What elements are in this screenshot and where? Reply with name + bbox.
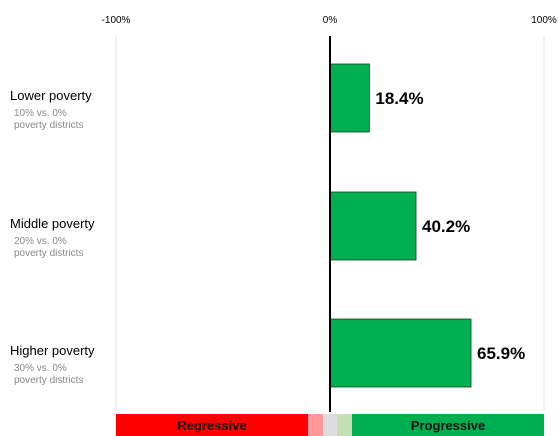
x-tick-label: 0% bbox=[323, 15, 338, 26]
scale-label-regressive: Regressive bbox=[177, 418, 246, 433]
x-tick-label: -100% bbox=[102, 15, 131, 26]
progressivity-scale: Regressive Progressive bbox=[116, 414, 544, 436]
bar-value-label: 18.4% bbox=[375, 89, 423, 108]
category-sublabel: poverty districts bbox=[14, 375, 83, 386]
scale-segment bbox=[323, 414, 337, 436]
category-label: Lower poverty bbox=[10, 88, 92, 103]
category-label: Middle poverty bbox=[10, 216, 95, 231]
scale-label-progressive: Progressive bbox=[411, 418, 485, 433]
category-sublabel: 20% vs. 0% bbox=[14, 236, 67, 247]
x-tick-label: 100% bbox=[531, 15, 557, 26]
bars: 18.4% 40.2% 65.9% bbox=[329, 63, 525, 388]
bar bbox=[329, 318, 472, 388]
category-sublabel: 10% vs. 0% bbox=[14, 108, 67, 119]
scale-segment bbox=[116, 414, 308, 436]
gridlines bbox=[115, 36, 545, 412]
scale-segment bbox=[337, 414, 352, 436]
bar bbox=[329, 191, 417, 261]
category-sublabel: poverty districts bbox=[14, 248, 83, 259]
bar-value-label: 65.9% bbox=[477, 344, 525, 363]
scale-segment bbox=[308, 414, 323, 436]
bar bbox=[329, 63, 370, 133]
category-label: Higher poverty bbox=[10, 343, 95, 358]
category-sublabel: poverty districts bbox=[14, 120, 83, 131]
category-sublabel: 30% vs. 0% bbox=[14, 363, 67, 374]
scale-segment bbox=[352, 414, 544, 436]
bar-value-label: 40.2% bbox=[422, 217, 470, 236]
x-axis-ticks: -100% 0% 100% bbox=[102, 15, 557, 26]
